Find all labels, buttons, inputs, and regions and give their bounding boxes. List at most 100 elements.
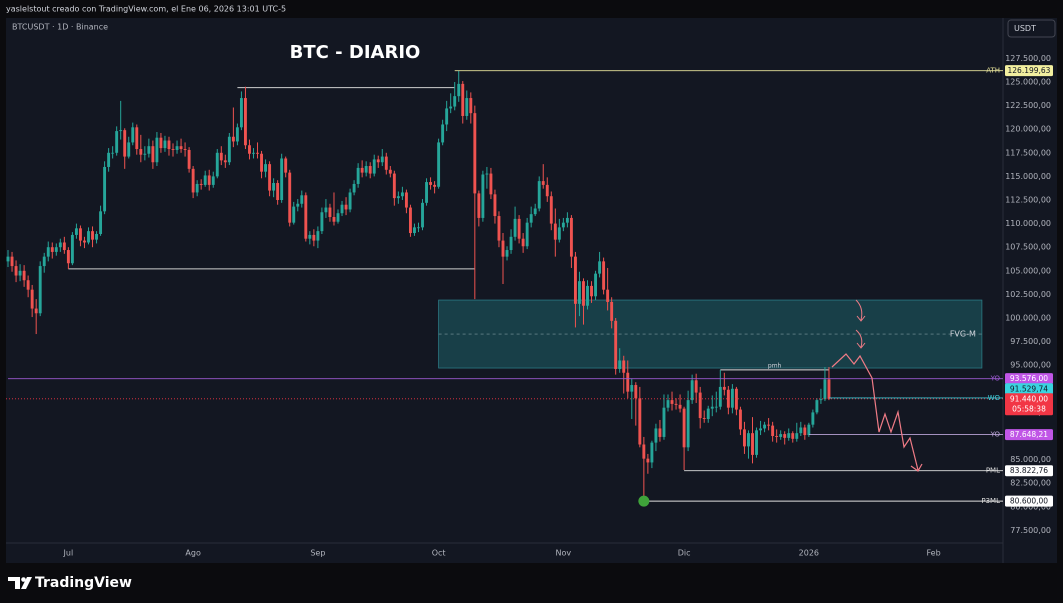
candle-body [638, 398, 642, 445]
candle-body [489, 173, 493, 195]
candle-body [465, 98, 469, 116]
candle-body [18, 270, 22, 276]
y-tick-label: 122.500,00 [1005, 101, 1051, 110]
candle-body [332, 216, 336, 222]
candle-body [54, 247, 58, 252]
segment-label: pmh [768, 362, 782, 369]
candle-body [457, 83, 461, 97]
level-tag-text: 93.576,00 [1010, 374, 1048, 383]
candle-body [316, 231, 320, 241]
candle-body [642, 444, 646, 459]
x-tick-label: Ago [185, 549, 201, 558]
candle-body [276, 183, 280, 201]
candle-body [682, 408, 686, 448]
level-label: P3ML [981, 497, 1000, 505]
x-tick-label: Feb [927, 549, 941, 558]
candle-body [553, 223, 557, 240]
candle-body [710, 406, 714, 409]
candle-body [815, 400, 819, 413]
candle-body [187, 149, 191, 169]
candle-body [70, 234, 74, 264]
candle-body [191, 168, 195, 193]
level-marker [638, 495, 650, 507]
candle-body [284, 158, 288, 173]
candle-body [618, 360, 622, 369]
level-label: WO [988, 394, 1001, 402]
candle-body [292, 206, 296, 223]
candle-body [34, 308, 38, 314]
candle-body [195, 183, 199, 193]
y-tick-label: 102.500,00 [1005, 290, 1051, 299]
x-tick-label: Jul [63, 549, 74, 558]
candle-body [751, 433, 754, 455]
candle-body [714, 406, 718, 408]
y-tick-label: 80.000,00 [1010, 502, 1051, 511]
candle-body [364, 166, 368, 173]
candle-body [171, 149, 175, 150]
candle-body [6, 256, 10, 262]
candle-body [376, 159, 380, 163]
symbol: BTCUSDT · 1D · Binance [12, 23, 108, 32]
candle-body [674, 403, 678, 405]
candle-body [517, 218, 521, 239]
level-tag [1005, 429, 1053, 441]
candle-body [767, 424, 771, 426]
candle-body [183, 149, 187, 150]
projection-arrows [855, 299, 866, 349]
candle-body [771, 425, 775, 436]
candle-body [565, 217, 569, 223]
candle-body [561, 222, 565, 228]
tradingview-logo: TradingView [8, 575, 132, 591]
candle-body [280, 158, 284, 201]
candle-body [123, 130, 127, 157]
candle-body [324, 207, 328, 213]
candle-body [598, 261, 602, 274]
candle-body [115, 131, 119, 153]
candle-body [344, 204, 348, 210]
candle-body [493, 194, 497, 217]
candle-body [131, 127, 135, 143]
candle-body [477, 193, 481, 218]
candle-body [529, 214, 533, 223]
candle-body [425, 182, 428, 203]
candle-body [211, 176, 215, 185]
candle-body [594, 273, 598, 297]
plot: 77.500,0080.000,0082.500,0085.000,0087.5… [6, 54, 1053, 558]
candle-body [268, 164, 272, 191]
candle-body [441, 124, 445, 143]
y-tick-label: 120.000,00 [1005, 125, 1051, 134]
candle-body [368, 166, 372, 174]
candle-body [155, 137, 159, 163]
candle-body [586, 285, 589, 306]
candle-body [380, 156, 384, 163]
brand: TradingView [35, 575, 132, 591]
candle-body [823, 379, 827, 400]
candle-body [453, 96, 457, 107]
candle-body [58, 242, 62, 248]
level-tag-text: 87.648,21 [1010, 430, 1048, 439]
candle-body [356, 167, 360, 184]
candle-body [248, 145, 251, 154]
currency-box[interactable] [1007, 19, 1056, 38]
candle-body [622, 360, 626, 373]
x-tick-label: 2026 [799, 549, 819, 558]
candle-body [445, 108, 449, 125]
candle-body [304, 195, 308, 239]
candle-body [590, 285, 593, 297]
candle-body [722, 386, 726, 390]
level-label: PML [986, 467, 1000, 475]
y-tick-label: 97.500,00 [1010, 337, 1051, 346]
candle-body [779, 434, 783, 437]
candle-body [336, 213, 340, 222]
candle-body [215, 152, 219, 177]
candle-body [360, 167, 364, 173]
candle-body [614, 320, 618, 369]
candle-body [119, 130, 123, 132]
candle-body [235, 127, 239, 142]
candle-body [66, 250, 70, 264]
candle-body [135, 127, 139, 150]
candle-body [807, 424, 811, 436]
candle-body [243, 98, 247, 146]
candle-body [606, 289, 610, 302]
